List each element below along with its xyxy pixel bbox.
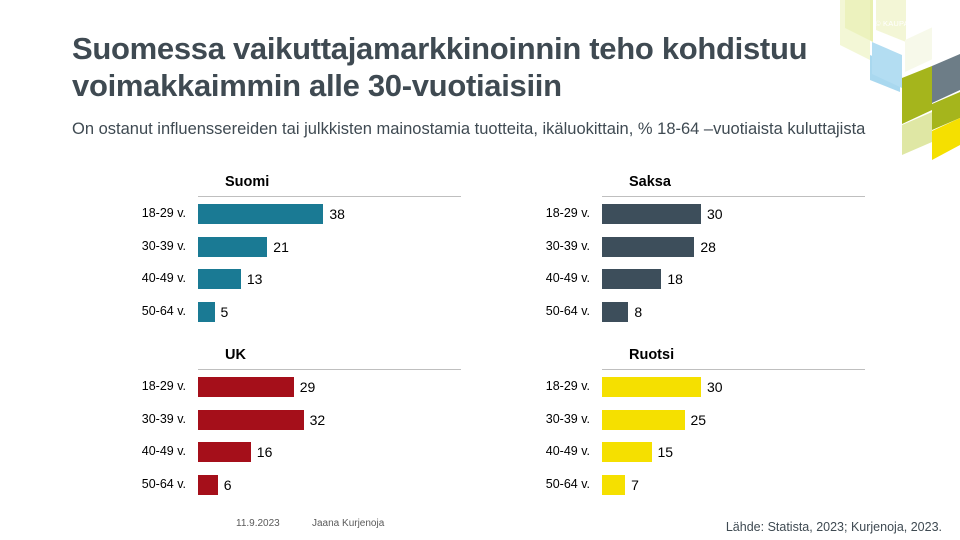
data-label: 30 bbox=[707, 379, 723, 395]
bar bbox=[602, 269, 662, 290]
page-subtitle: On ostanut influenssereiden tai julkkist… bbox=[72, 120, 866, 138]
bar-row: 18-29 v. 30 bbox=[532, 377, 872, 397]
bar-row: 40-49 v. 15 bbox=[532, 442, 872, 463]
footer-source: Lähde: Statista, 2023; Kurjenoja, 2023. bbox=[725, 520, 942, 534]
bar bbox=[198, 302, 215, 323]
bar bbox=[198, 269, 241, 290]
panel-divider bbox=[602, 196, 865, 197]
data-label: 25 bbox=[690, 411, 707, 428]
bar-row: 40-49 v. 13 bbox=[128, 269, 468, 290]
bar-row: 18-29 v. 29 bbox=[128, 377, 468, 397]
bar-row: 50-64 v. 8 bbox=[532, 302, 872, 323]
data-label: 29 bbox=[299, 379, 316, 395]
category-label: 30-39 v. bbox=[141, 411, 186, 426]
bar-row: 50-64 v. 6 bbox=[128, 475, 468, 496]
category-label: 50-64 v. bbox=[141, 477, 186, 492]
bar bbox=[198, 204, 324, 224]
category-label: 30-39 v. bbox=[545, 411, 590, 426]
data-label: 15 bbox=[657, 444, 674, 461]
footer-author: Jaana Kurjenoja bbox=[312, 518, 385, 529]
bar-row: 40-49 v. 18 bbox=[532, 269, 872, 290]
panel-divider bbox=[198, 196, 461, 197]
data-label: 6 bbox=[223, 477, 232, 494]
chart-panel-uk: UK 18-29 v. 29 30-39 v. 32 40-49 v. 16 50-64 v… bbox=[142, 347, 468, 497]
panel-divider bbox=[602, 369, 865, 370]
bar-row: 50-64 v. 5 bbox=[128, 302, 468, 323]
bar-row: 18-29 v. 30 bbox=[532, 204, 872, 224]
category-label: 40-49 v. bbox=[545, 271, 590, 286]
page-title: Suomessa vaikuttajamarkkinoinnin teho ko… bbox=[72, 31, 808, 103]
category-label: 30-39 v. bbox=[141, 238, 186, 253]
bar bbox=[602, 236, 695, 257]
chart-panel-saksa: Saksa 18-29 v. 30 30-39 v. 28 40-49 v. 18 50-6… bbox=[546, 174, 872, 324]
bar bbox=[602, 409, 685, 430]
category-label: 18-29 v. bbox=[545, 379, 590, 393]
category-label: 40-49 v. bbox=[141, 271, 186, 286]
category-label: 18-29 v. bbox=[141, 379, 186, 393]
data-label: 5 bbox=[220, 304, 229, 321]
bar bbox=[198, 442, 251, 463]
category-label: 30-39 v. bbox=[545, 238, 590, 253]
data-label: 8 bbox=[634, 304, 643, 321]
bar-row: 50-64 v. 7 bbox=[532, 475, 872, 496]
bar bbox=[602, 302, 629, 323]
bar bbox=[198, 409, 304, 430]
data-label: 18 bbox=[667, 271, 683, 288]
data-label: 16 bbox=[256, 444, 273, 461]
brand-label: © KAUPAN LIITTO bbox=[875, 19, 942, 28]
data-label: 7 bbox=[631, 477, 639, 494]
category-label: 50-64 v. bbox=[545, 304, 590, 319]
bar bbox=[198, 236, 268, 257]
category-label: 50-64 v. bbox=[545, 477, 590, 492]
bar bbox=[602, 204, 701, 224]
panel-title: Ruotsi bbox=[629, 347, 675, 363]
category-label: 18-29 v. bbox=[545, 206, 590, 220]
bar-row: 18-29 v. 38 bbox=[128, 204, 468, 224]
brand-decoration bbox=[840, 0, 960, 160]
data-label: 21 bbox=[273, 238, 289, 255]
bar bbox=[602, 442, 652, 463]
data-label: 38 bbox=[329, 206, 345, 222]
chart-panel-ruotsi: Ruotsi 18-29 v. 30 30-39 v. 25 40-49 v. 15 50-… bbox=[546, 347, 872, 497]
panel-divider bbox=[198, 369, 461, 370]
bar-row: 30-39 v. 32 bbox=[128, 409, 468, 430]
panel-title: Suomi bbox=[225, 174, 270, 190]
bar-row: 40-49 v. 16 bbox=[128, 442, 468, 463]
data-label: 28 bbox=[700, 238, 716, 255]
category-label: 40-49 v. bbox=[545, 444, 590, 459]
footer-date: 11.9.2023 bbox=[236, 518, 280, 529]
data-label: 32 bbox=[309, 411, 326, 428]
category-label: 40-49 v. bbox=[141, 444, 186, 459]
chart-panel-suomi: Suomi 18-29 v. 38 30-39 v. 21 40-49 v. 13 50-6… bbox=[142, 174, 468, 324]
data-label: 13 bbox=[246, 271, 263, 288]
bar bbox=[198, 475, 218, 496]
bar-row: 30-39 v. 28 bbox=[532, 236, 872, 257]
category-label: 50-64 v. bbox=[141, 304, 186, 319]
category-label: 18-29 v. bbox=[141, 206, 186, 220]
data-label: 30 bbox=[707, 206, 723, 222]
bar bbox=[198, 377, 294, 397]
bar-row: 30-39 v. 21 bbox=[128, 236, 468, 257]
bar-row: 30-39 v. 25 bbox=[532, 409, 872, 430]
panel-title: Saksa bbox=[629, 174, 671, 190]
panel-title: UK bbox=[225, 347, 246, 363]
bar bbox=[602, 377, 701, 397]
bar bbox=[602, 475, 626, 496]
